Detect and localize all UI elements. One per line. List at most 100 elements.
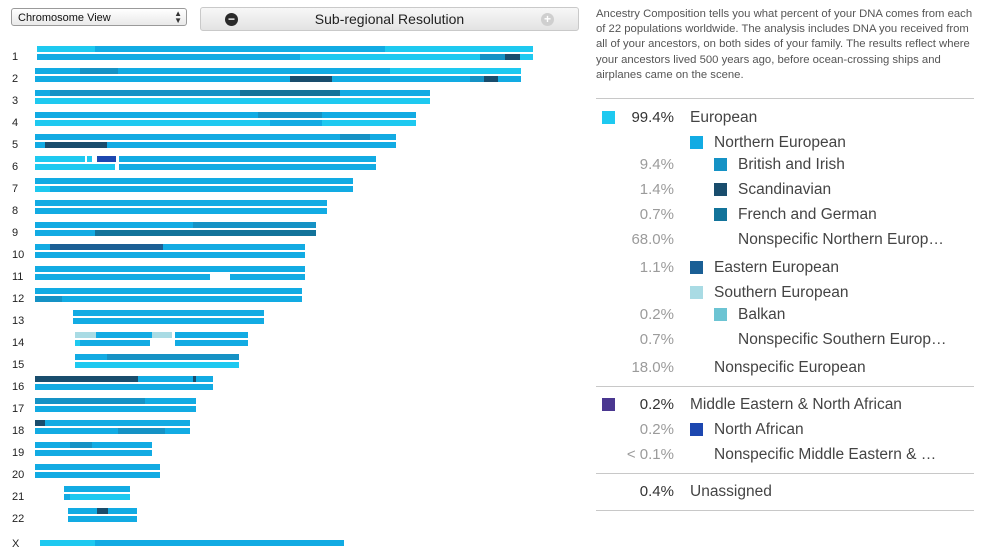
view-select[interactable]: Chromosome View ▲ ▼ — [11, 8, 187, 26]
chromosome-strand[interactable] — [0, 398, 560, 404]
color-swatch — [690, 423, 703, 436]
composition-row[interactable]: 1.4% Scandinavian — [596, 180, 976, 200]
chromosome-segment — [75, 332, 96, 338]
chromosome-strand[interactable] — [0, 90, 560, 96]
composition-name: Balkan — [738, 306, 786, 323]
chromosome-strand[interactable] — [0, 318, 560, 324]
chromosome-label: X — [12, 538, 20, 550]
chromosome-label: 10 — [12, 249, 25, 261]
increase-resolution-button[interactable]: + — [541, 13, 554, 26]
chromosome-segment — [64, 494, 70, 500]
chromosome-segment — [163, 244, 305, 250]
chromosome-segment — [35, 120, 270, 126]
chromosome-strand[interactable] — [0, 230, 560, 236]
chromosome-label: 14 — [12, 337, 25, 349]
chromosome-strand[interactable] — [0, 376, 560, 382]
composition-row[interactable]: 0.2% North African — [596, 420, 976, 440]
chromosome-segment — [175, 340, 248, 346]
chromosome-segment — [35, 178, 353, 184]
chromosome-segment — [35, 398, 145, 404]
chromosome-segment — [80, 340, 150, 346]
composition-row[interactable]: < 0.1% Nonspecific Middle Eastern & … — [596, 445, 976, 465]
chromosome-strand[interactable] — [0, 296, 560, 302]
composition-row[interactable]: 0.4% Unassigned — [596, 482, 976, 502]
chromosome-strand[interactable] — [0, 222, 560, 228]
chromosome-segment — [35, 68, 80, 74]
chromosome-strand[interactable] — [0, 164, 560, 170]
chromosome-strand[interactable] — [0, 68, 560, 74]
chromosome-segment — [520, 54, 533, 60]
composition-row[interactable]: 0.7% French and German — [596, 205, 976, 225]
color-swatch — [690, 136, 703, 149]
chromosome-strand[interactable] — [0, 384, 560, 390]
composition-row[interactable]: 0.2% Middle Eastern & North African — [596, 395, 976, 415]
chromosome-segment — [107, 142, 396, 148]
chromosome-strand[interactable] — [0, 310, 560, 316]
chromosome-label: 6 — [12, 161, 19, 173]
chromosome-label: 9 — [12, 227, 19, 239]
chromosome-strand[interactable] — [0, 354, 560, 360]
chromosome-segment — [35, 244, 50, 250]
chromosome-segment — [73, 318, 264, 324]
chromosome-segment — [138, 376, 193, 382]
chromosome-segment — [35, 428, 118, 434]
chromosome-label: 22 — [12, 513, 25, 525]
chromosome-strand[interactable] — [0, 120, 560, 126]
chromosome-label: 16 — [12, 381, 25, 393]
chromosome-strand[interactable] — [0, 450, 560, 456]
chromosome-strand[interactable] — [0, 540, 560, 546]
chromosome-strand[interactable] — [0, 494, 560, 500]
chromosome-strand[interactable] — [0, 54, 560, 60]
chromosome-label: 20 — [12, 469, 25, 481]
chromosome-strand[interactable] — [0, 274, 560, 280]
chromosome-strand[interactable] — [0, 288, 560, 294]
chromosome-strand[interactable] — [0, 178, 560, 184]
chromosome-label: 21 — [12, 491, 25, 503]
chromosome-strand[interactable] — [0, 208, 560, 214]
chromosome-segment — [87, 156, 92, 162]
chromosome-strand[interactable] — [0, 406, 560, 412]
chromosome-strand[interactable] — [0, 420, 560, 426]
chromosome-strand[interactable] — [0, 516, 560, 522]
chromosome-strand[interactable] — [0, 186, 560, 192]
composition-row[interactable]: Northern European — [596, 133, 976, 153]
chromosome-strand[interactable] — [0, 428, 560, 434]
chromosome-strand[interactable] — [0, 252, 560, 258]
chromosome-strand[interactable] — [0, 112, 560, 118]
chromosome-strand[interactable] — [0, 362, 560, 368]
chromosome-strand[interactable] — [0, 200, 560, 206]
chromosome-strand[interactable] — [0, 340, 560, 346]
chromosome-strand[interactable] — [0, 156, 560, 162]
composition-name: British and Irish — [738, 156, 845, 173]
composition-row[interactable]: Southern European — [596, 283, 976, 303]
chromosome-segment — [35, 296, 62, 302]
chromosome-strand[interactable] — [0, 266, 560, 272]
composition-row[interactable]: 68.0% Nonspecific Northern Europ… — [596, 230, 976, 250]
section-divider — [596, 98, 974, 99]
chromosome-strand[interactable] — [0, 134, 560, 140]
chromosome-strand[interactable] — [0, 46, 560, 52]
composition-row[interactable]: 0.7% Nonspecific Southern Europ… — [596, 330, 976, 350]
composition-percent: 0.7% — [639, 331, 674, 348]
chromosome-segment — [175, 332, 248, 338]
chromosome-strand[interactable] — [0, 332, 560, 338]
chromosome-segment — [340, 90, 430, 96]
chromosome-strand[interactable] — [0, 98, 560, 104]
chromosome-strand[interactable] — [0, 472, 560, 478]
composition-row[interactable]: 9.4% British and Irish — [596, 155, 976, 175]
chromosome-strand[interactable] — [0, 244, 560, 250]
composition-row[interactable]: 99.4% European — [596, 108, 976, 128]
composition-row[interactable]: 1.1% Eastern European — [596, 258, 976, 278]
chromosome-strand[interactable] — [0, 464, 560, 470]
chromosome-segment — [75, 354, 107, 360]
chromosome-strand[interactable] — [0, 508, 560, 514]
composition-row[interactable]: 0.2% Balkan — [596, 305, 976, 325]
chromosome-strand[interactable] — [0, 142, 560, 148]
color-swatch — [714, 158, 727, 171]
composition-row[interactable]: 18.0% Nonspecific European — [596, 358, 976, 378]
decrease-resolution-button[interactable]: − — [225, 13, 238, 26]
chromosome-strand[interactable] — [0, 442, 560, 448]
chromosome-segment — [152, 332, 172, 338]
chromosome-strand[interactable] — [0, 76, 560, 82]
chromosome-strand[interactable] — [0, 486, 560, 492]
